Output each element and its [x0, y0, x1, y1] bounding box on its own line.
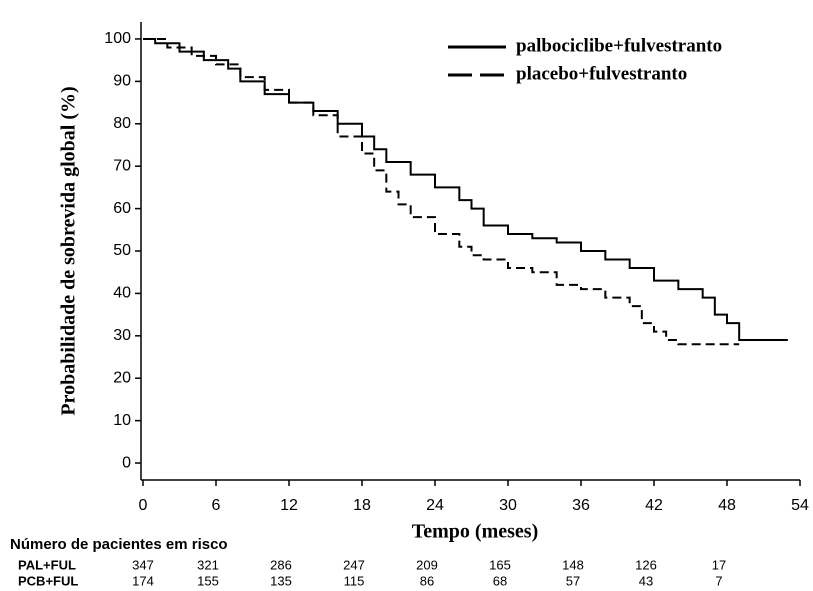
- at-risk-value: 174: [132, 573, 154, 588]
- at-risk-value: 17: [712, 557, 726, 572]
- at-risk-label: PAL+FUL: [18, 557, 76, 572]
- y-tick-label: 70: [113, 157, 131, 174]
- at-risk-value: 165: [489, 557, 511, 572]
- x-tick-label: 30: [499, 497, 517, 514]
- at-risk-value: 135: [270, 573, 292, 588]
- at-risk-value: 247: [343, 557, 365, 572]
- y-tick-label: 20: [113, 369, 131, 386]
- survival-curve: [143, 37, 788, 342]
- y-tick-label: 50: [113, 242, 131, 259]
- at-risk-value: 209: [416, 557, 438, 572]
- at-risk-value: 86: [420, 573, 434, 588]
- survival-curve: [143, 37, 740, 346]
- at-risk-value: 43: [639, 573, 653, 588]
- x-tick-label: 24: [426, 497, 444, 514]
- x-tick-label: 6: [212, 497, 221, 514]
- at-risk-label: PCB+FUL: [18, 573, 78, 588]
- x-tick-label: 48: [718, 497, 736, 514]
- legend-label: placebo+fulvestranto: [516, 63, 687, 84]
- y-tick-label: 40: [113, 285, 131, 302]
- y-tick-label: 90: [113, 73, 131, 90]
- x-tick-label: 42: [645, 497, 663, 514]
- y-tick-label: 100: [104, 30, 131, 47]
- x-tick-label: 54: [791, 497, 809, 514]
- y-tick-label: 0: [122, 454, 131, 471]
- at-risk-value: 7: [715, 573, 722, 588]
- legend-label: palbociclibe+fulvestranto: [516, 35, 722, 56]
- y-tick-label: 30: [113, 327, 131, 344]
- y-tick-label: 10: [113, 412, 131, 429]
- y-tick-label: 80: [113, 115, 131, 132]
- x-tick-label: 18: [353, 497, 371, 514]
- x-tick-label: 36: [572, 497, 590, 514]
- at-risk-value: 148: [562, 557, 584, 572]
- at-risk-value: 57: [566, 573, 580, 588]
- at-risk-value: 321: [197, 557, 219, 572]
- at-risk-value: 115: [344, 573, 365, 588]
- x-tick-label: 12: [280, 497, 298, 514]
- y-tick-label: 60: [113, 200, 131, 217]
- y-axis-title: Probabilidade de sobrevida global (%): [58, 86, 80, 415]
- x-tick-label: 0: [139, 497, 148, 514]
- x-axis-title: Tempo (meses): [412, 521, 538, 543]
- at-risk-value: 286: [270, 557, 292, 572]
- at-risk-value: 126: [635, 557, 657, 572]
- at-risk-value: 155: [197, 573, 219, 588]
- at-risk-title: Número de pacientes em risco: [10, 536, 228, 553]
- at-risk-value: 347: [132, 557, 154, 572]
- at-risk-value: 68: [493, 573, 507, 588]
